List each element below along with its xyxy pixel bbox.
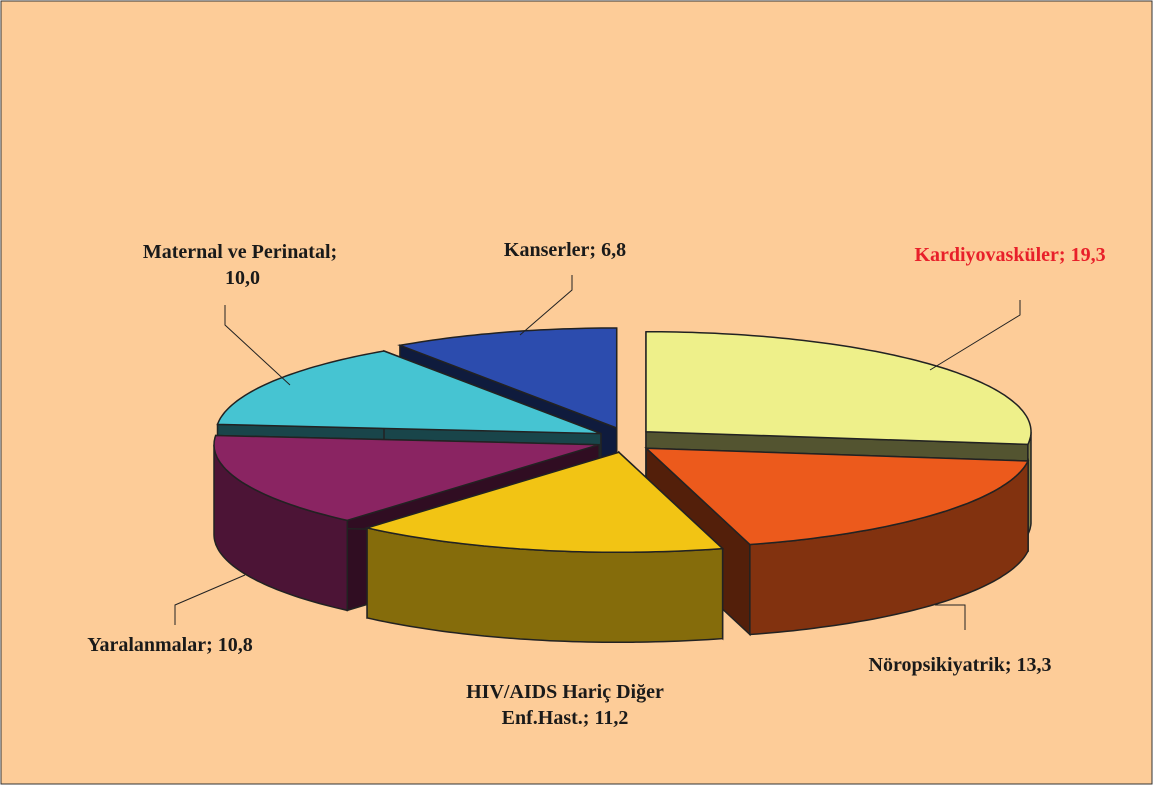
slice	[364, 451, 725, 554]
slice	[216, 350, 602, 435]
leader-line	[935, 604, 966, 630]
leader-line	[519, 275, 573, 336]
label-text: 6,8	[601, 239, 627, 261]
label-text: 13,3	[1016, 654, 1052, 676]
slice-label: Yaralanmalar; 10,8	[55, 632, 285, 658]
slice-label: HIV/AIDS Hariç Diğer Enf.Hast.; 11,2	[465, 679, 665, 731]
label-text: HIV/AIDS Hariç Diğer Enf.Hast.;	[466, 681, 664, 729]
label-text: Kardiyovasküler;	[914, 244, 1066, 266]
label-text: 10,0	[225, 267, 260, 289]
slice	[397, 327, 618, 430]
label-text: 11,2	[594, 707, 629, 729]
label-text: Kanserler;	[503, 239, 597, 261]
label-text: Nöropsikiyatrik;	[868, 654, 1012, 676]
label-text: Maternal ve Perinatal;	[142, 241, 338, 263]
label-text: Yaralanmalar;	[87, 634, 213, 656]
leader-line	[224, 305, 291, 386]
slice-label: Kanserler; 6,8	[450, 237, 680, 263]
slice	[213, 434, 600, 522]
slice-label: Maternal ve Perinatal; 10,0	[125, 239, 355, 291]
leader-line	[174, 574, 246, 625]
label-text: 10,8	[217, 634, 253, 656]
slice-label: Nöropsikiyatrik; 13,3	[845, 652, 1075, 678]
leader-line	[929, 300, 1021, 371]
label-text: 19,3	[1070, 244, 1106, 266]
slice	[644, 447, 1030, 546]
slice	[645, 330, 1032, 446]
slice-label: Kardiyovasküler; 19,3	[895, 242, 1125, 268]
